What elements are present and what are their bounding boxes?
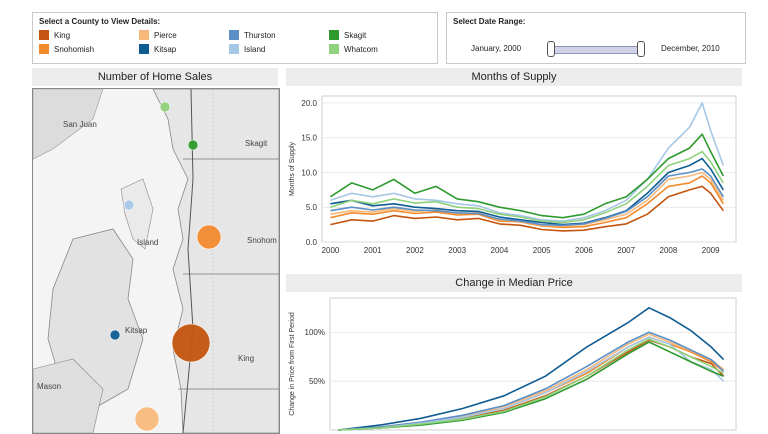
y-tick-label: 0.0 <box>306 238 318 247</box>
map-label-san-juan: San Juan <box>63 120 97 129</box>
date-range-end-handle[interactable] <box>637 41 645 57</box>
series-line-whatcom[interactable] <box>330 150 724 224</box>
legend-label: Kitsap <box>154 44 177 54</box>
map-label-snohom: Snohom <box>247 236 277 245</box>
legend-label: Pierce <box>154 30 177 40</box>
series-line-skagit[interactable] <box>329 133 725 219</box>
series-line-whatcom[interactable] <box>338 338 724 431</box>
x-tick-label: 2007 <box>617 246 635 255</box>
legend-label: Skagit <box>344 30 367 40</box>
bubble-island[interactable] <box>123 199 135 211</box>
legend-swatch <box>39 44 49 54</box>
bubble-king[interactable] <box>171 323 211 363</box>
legend-swatch <box>229 30 239 40</box>
bubble-whatcom[interactable] <box>159 101 171 113</box>
x-tick-label: 2000 <box>322 246 340 255</box>
y-tick-label: 100% <box>305 328 325 337</box>
series-line-thurston[interactable] <box>330 168 724 227</box>
y-tick-label: 5.0 <box>306 203 318 212</box>
series-line-skagit[interactable] <box>338 341 724 431</box>
legend-item-island[interactable]: Island <box>229 44 265 54</box>
bubble-snohomish[interactable] <box>196 224 222 250</box>
map-label-mason: Mason <box>37 382 61 391</box>
map-label-kitsap: Kitsap <box>125 326 148 335</box>
legend-title: Select a County to View Details: <box>39 17 161 26</box>
date-range-title: Select Date Range: <box>453 17 526 26</box>
plot-area <box>329 297 737 431</box>
y-tick-label: 10.0 <box>301 168 317 177</box>
bubble-kitsap[interactable] <box>109 329 121 341</box>
bubble-skagit[interactable] <box>187 139 199 151</box>
y-tick-label: 20.0 <box>301 99 317 108</box>
date-range-filter: Select Date Range: January, 2000 Decembe… <box>446 12 746 64</box>
y-tick-label: 50% <box>309 377 325 386</box>
map-label-king: King <box>238 354 254 363</box>
date-range-start-label: January, 2000 <box>471 44 522 53</box>
legend-label: Island <box>244 44 266 54</box>
series-line-kitsap[interactable] <box>338 307 725 431</box>
x-tick-label: 2004 <box>491 246 509 255</box>
x-tick-label: 2006 <box>575 246 593 255</box>
bubble-pierce[interactable] <box>134 406 160 432</box>
x-tick-label: 2001 <box>364 246 382 255</box>
median-price-title: Change in Median Price <box>286 274 742 292</box>
county-legend: Select a County to View Details: King Sno… <box>32 12 438 64</box>
legend-item-thurston[interactable]: Thurston <box>229 30 276 40</box>
legend-swatch <box>139 44 149 54</box>
series-line-island[interactable] <box>330 102 725 222</box>
x-tick-label: 2002 <box>406 246 424 255</box>
legend-item-kitsap[interactable]: Kitsap <box>139 44 176 54</box>
months-supply-chart: 0.0 5.0 10.0 15.0 20.0 2000 2001 2002 2003 2004 20… <box>286 88 742 264</box>
map-label-skagit: Skagit <box>245 139 268 148</box>
home-sales-map[interactable]: San Juan Skagit Island Snohom Kitsap King Maso… <box>32 88 280 434</box>
map-svg: San Juan Skagit Island Snohom Kitsap King Maso… <box>33 89 279 433</box>
x-tick-label: 2009 <box>702 246 720 255</box>
map-label-island: Island <box>137 238 158 247</box>
series-line-king[interactable] <box>330 185 724 232</box>
median-price-chart: 50% 100% Change in Price from First Period <box>286 294 742 432</box>
x-tick-label: 2003 <box>448 246 466 255</box>
date-range-end-label: December, 2010 <box>661 44 720 53</box>
x-tick-label: 2005 <box>533 246 551 255</box>
date-range-start-handle[interactable] <box>547 41 555 57</box>
series-line-thurston[interactable] <box>338 331 725 431</box>
series-line-kitsap[interactable] <box>330 157 724 226</box>
legend-swatch <box>329 44 339 54</box>
legend-item-pierce[interactable]: Pierce <box>139 30 177 40</box>
months-supply-title: Months of Supply <box>286 68 742 86</box>
legend-label: Whatcom <box>344 44 378 54</box>
legend-label: Snohomish <box>54 44 95 54</box>
median-price-svg: 50% 100% Change in Price from First Period <box>289 297 737 431</box>
y-axis-label: Months of Supply <box>289 141 296 196</box>
legend-item-snohomish[interactable]: Snohomish <box>39 44 94 54</box>
months-supply-svg: 0.0 5.0 10.0 15.0 20.0 2000 2001 2002 2003 2004 20… <box>289 95 737 255</box>
legend-item-king[interactable]: King <box>39 30 70 40</box>
map-title: Number of Home Sales <box>32 68 278 86</box>
legend-swatch <box>39 30 49 40</box>
y-axis-label: Change in Price from First Period <box>289 312 296 416</box>
y-tick-label: 15.0 <box>301 134 317 143</box>
legend-label: King <box>54 30 71 40</box>
legend-item-whatcom[interactable]: Whatcom <box>329 44 378 54</box>
legend-swatch <box>229 44 239 54</box>
x-tick-label: 2008 <box>660 246 678 255</box>
legend-swatch <box>329 30 339 40</box>
legend-item-skagit[interactable]: Skagit <box>329 30 366 40</box>
legend-label: Thurston <box>244 30 276 40</box>
legend-swatch <box>139 30 149 40</box>
date-range-slider[interactable] <box>550 46 642 54</box>
